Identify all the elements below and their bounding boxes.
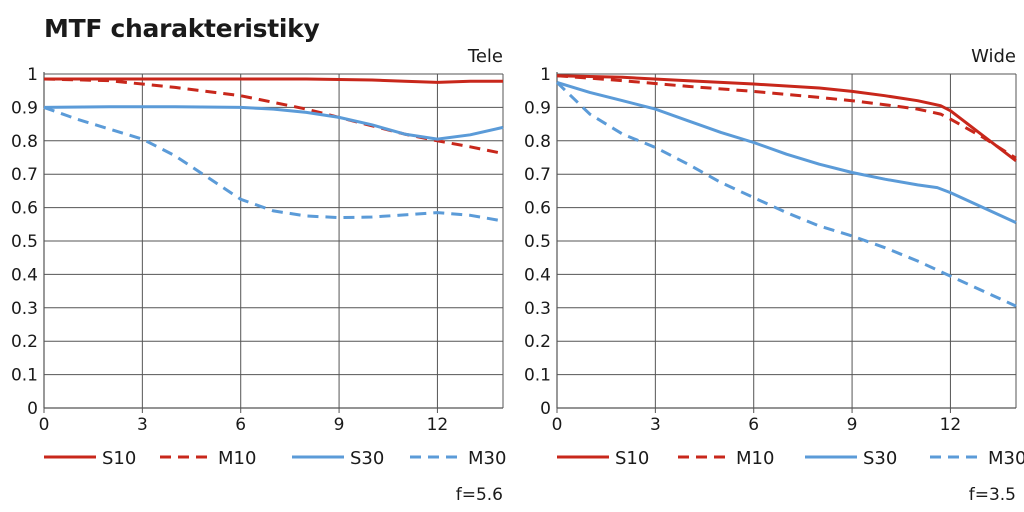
legend-label-s30: S30 [863, 448, 897, 469]
x-tick-label: 9 [847, 415, 858, 435]
y-tick-label: 0.1 [524, 366, 551, 386]
y-tick-label: 0.6 [11, 199, 38, 219]
y-tick-label: 0.3 [11, 299, 38, 319]
y-tick-label: 0 [540, 399, 551, 419]
x-tick-label: 0 [552, 415, 563, 435]
series-line-m10 [556, 74, 1017, 160]
tele-chart: 0 0.1 0.2 0.3 0.4 0.5 0.6 0.7 0.8 0.9 1 0 3 6 9 12 Tele f… [11, 46, 506, 505]
wide-chart: 0 0.1 0.2 0.3 0.4 0.5 0.6 0.7 0.8 0.9 1 0 3 6 9 12 Wide f… [524, 46, 1024, 505]
series-line-s10 [44, 77, 503, 84]
x-tick-label: 6 [748, 415, 759, 435]
y-tick-label: 0.2 [524, 332, 551, 352]
y-tick-label: 0.4 [11, 265, 38, 285]
series-line-m10 [43, 77, 504, 155]
y-tick-label: 0.9 [11, 98, 38, 118]
y-tick-label: 0.7 [11, 165, 38, 185]
y-tick-label: 0.4 [524, 265, 551, 285]
y-tick-label: 0 [27, 399, 38, 419]
series-line-m30 [43, 105, 504, 223]
y-tick-label: 0.1 [11, 366, 38, 386]
legend-label-m10: M10 [218, 448, 256, 469]
panel-corner-label: Tele [467, 46, 503, 67]
y-tick-label: 0.5 [11, 232, 38, 252]
x-tick-label: 3 [137, 415, 148, 435]
legend-label-m10: M10 [736, 448, 774, 469]
y-tick-label: 0.8 [11, 132, 38, 152]
x-tick-label: 3 [650, 415, 661, 435]
y-tick-label: 0.8 [524, 132, 551, 152]
y-tick-label: 0.3 [524, 299, 551, 319]
x-tick-label: 9 [334, 415, 345, 435]
y-tick-label: 0.7 [524, 165, 551, 185]
x-tick-label: 0 [39, 415, 50, 435]
y-tick-label: 0.6 [524, 199, 551, 219]
y-tick-label: 0.9 [524, 98, 551, 118]
y-tick-label: 1 [540, 65, 551, 85]
y-tick-label: 0.5 [524, 232, 551, 252]
y-tick-label: 0.2 [11, 332, 38, 352]
aperture-label: f=5.6 [456, 485, 503, 505]
series-line-s30 [43, 105, 504, 141]
legend-label-s10: S10 [615, 448, 649, 469]
series-line-m30 [555, 81, 1017, 308]
aperture-label: f=3.5 [969, 485, 1016, 505]
x-tick-label: 12 [940, 415, 962, 435]
series-line-s30 [556, 80, 1017, 224]
y-tick-label: 1 [27, 65, 38, 85]
series-line-s10 [556, 74, 1017, 162]
panel-corner-label: Wide [971, 46, 1016, 67]
page-title: MTF charakteristiky [44, 14, 320, 43]
x-tick-label: 12 [427, 415, 449, 435]
x-tick-label: 6 [235, 415, 246, 435]
legend-label-s10: S10 [102, 448, 136, 469]
legend-label-m30: M30 [988, 448, 1024, 469]
legend-label-s30: S30 [350, 448, 384, 469]
legend-label-m30: M30 [468, 448, 506, 469]
